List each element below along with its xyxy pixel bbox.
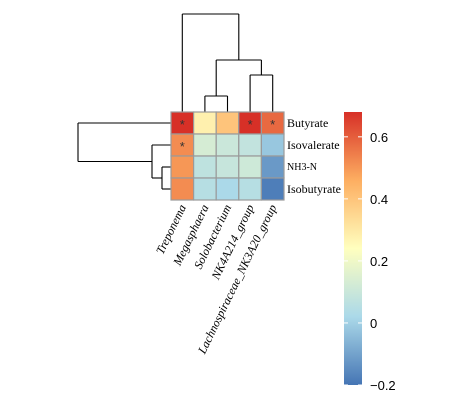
heatmap-cell (260, 177, 285, 201)
colorbar: −0.2 0 0.2 0.4 0.6 (344, 112, 396, 393)
heatmap-cell (238, 133, 263, 157)
heatmap-cell (193, 155, 217, 179)
row-label: Butyrate (287, 116, 328, 130)
significance-mark: * (180, 117, 185, 132)
colorbar-tick-label: 0.4 (370, 192, 388, 207)
heatmap-cell (215, 133, 240, 157)
heatmap-cells (170, 111, 285, 201)
column-dendrogram (181, 13, 274, 112)
colorbar-gradient (344, 112, 362, 385)
colorbar-tick-label: 0 (370, 316, 377, 331)
colorbar-tick-label: 0.2 (370, 254, 388, 269)
significance-marks: * * * * (180, 117, 275, 154)
heatmap-cell (170, 177, 195, 201)
heatmap-cell (193, 177, 217, 201)
heatmap-cell (238, 177, 263, 201)
heatmap-cell (238, 155, 263, 179)
row-label: Isovalerate (287, 138, 340, 152)
heatmap-cell (260, 155, 285, 179)
heatmap-cell (193, 111, 217, 135)
colorbar-tick-label: −0.2 (370, 378, 396, 393)
row-label: Isobutyrate (287, 182, 341, 196)
row-labels: Butyrate Isovalerate NH3-N Isobutyrate (287, 116, 341, 196)
heatmap-cell (193, 133, 217, 157)
row-label: NH3-N (287, 162, 317, 173)
heatmap-cell (170, 155, 195, 179)
heatmap-cell (215, 177, 240, 201)
significance-mark: * (180, 139, 185, 154)
row-dendrogram (77, 122, 171, 190)
significance-mark: * (248, 117, 253, 132)
column-labels: TreponemaMegasphaeraSolobacteriumNK4A214… (153, 202, 279, 357)
colorbar-tick-label: 0.6 (370, 130, 388, 145)
heatmap-cell (215, 111, 240, 135)
significance-mark: * (270, 117, 275, 132)
heatmap-cell (260, 133, 285, 157)
heatmap-cell (215, 155, 240, 179)
